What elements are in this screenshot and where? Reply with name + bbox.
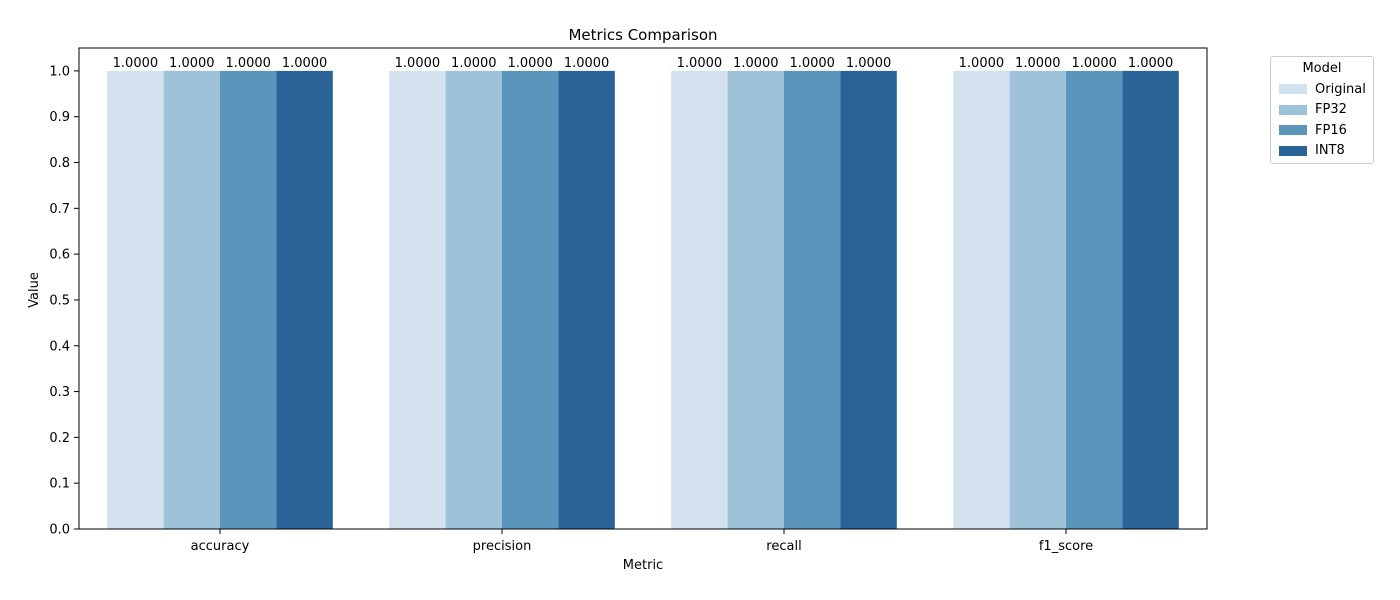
y-tick-label: 0.6 (49, 248, 70, 263)
bar (1009, 70, 1066, 530)
bar (558, 70, 615, 530)
x-axis-label: Metric (623, 558, 663, 573)
data-label: 1.0000 (282, 56, 328, 71)
data-label: 1.0000 (507, 56, 553, 71)
data-label: 1.0000 (677, 56, 723, 71)
bar (276, 70, 333, 530)
bar (107, 70, 164, 530)
legend-label: Original (1315, 81, 1366, 97)
x-tick-label: accuracy (191, 539, 250, 554)
bar (1122, 70, 1179, 530)
y-tick-label: 0.7 (49, 202, 70, 217)
bar (727, 70, 784, 530)
y-tick-label: 0.5 (49, 293, 70, 308)
bar (840, 70, 897, 530)
plot-frame (78, 47, 1208, 530)
bar (163, 70, 220, 530)
bar (671, 70, 728, 530)
legend-item: FP16 (1279, 121, 1347, 139)
data-label: 1.0000 (451, 56, 497, 71)
data-label: 1.0000 (1071, 56, 1117, 71)
bar (389, 70, 446, 530)
legend-item: FP32 (1279, 101, 1347, 119)
data-label: 1.0000 (225, 56, 271, 71)
legend-label: INT8 (1315, 143, 1345, 158)
y-tick-label: 0.0 (49, 523, 70, 538)
data-label: 1.0000 (395, 56, 441, 71)
legend-swatch (1279, 145, 1307, 156)
bar (220, 70, 277, 530)
legend-item: INT8 (1279, 142, 1345, 160)
bar (784, 70, 841, 530)
bar (1066, 70, 1123, 530)
y-tick-label: 0.4 (49, 339, 70, 354)
legend-title: Model (1302, 61, 1342, 76)
data-label: 1.0000 (564, 56, 610, 71)
data-label: 1.0000 (789, 56, 835, 71)
legend-item: Original (1279, 80, 1366, 98)
data-label: 1.0000 (113, 56, 159, 71)
bar (445, 70, 502, 530)
bar (502, 70, 559, 530)
data-label: 1.0000 (1128, 56, 1174, 71)
data-label: 1.0000 (1015, 56, 1061, 71)
legend-label: FP32 (1315, 102, 1347, 117)
y-tick-label: 0.9 (49, 110, 70, 125)
data-label: 1.0000 (733, 56, 779, 71)
x-tick-label: precision (473, 539, 532, 554)
legend-swatch (1279, 84, 1307, 94)
y-tick-label: 1.0 (49, 64, 70, 79)
x-tick-label: f1_score (1039, 539, 1093, 554)
legend-swatch (1279, 104, 1307, 115)
chart-title: Metrics Comparison (568, 26, 717, 44)
data-label: 1.0000 (846, 56, 892, 71)
y-tick-label: 0.2 (49, 431, 70, 446)
y-tick-label: 0.3 (49, 385, 70, 400)
data-label: 1.0000 (959, 56, 1005, 71)
legend: Model Original FP32 FP16 INT8 (1270, 56, 1374, 164)
y-tick-label: 0.1 (49, 477, 70, 492)
legend-label: FP16 (1315, 122, 1347, 138)
y-axis-label: Value (27, 272, 42, 308)
x-tick-label: recall (766, 539, 801, 554)
data-label: 1.0000 (169, 56, 215, 71)
bar (953, 70, 1010, 530)
legend-swatch (1279, 125, 1307, 135)
y-tick-label: 0.8 (49, 156, 70, 171)
